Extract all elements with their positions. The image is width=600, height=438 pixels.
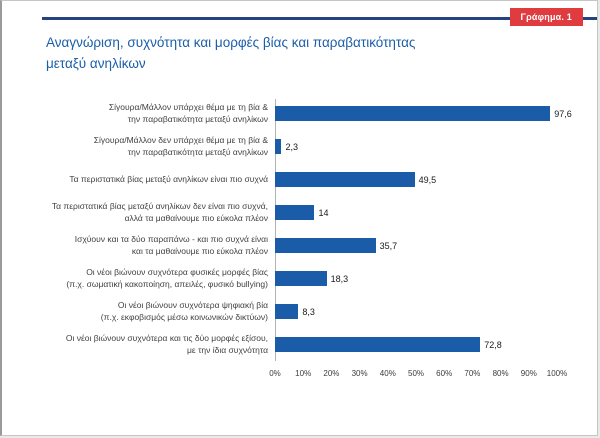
chart-row: Οι νέοι βιώνουν συχνότερα φυσικές μορφές… — [46, 262, 586, 295]
chart-row: Σίγουρα/Μάλλον υπάρχει θέμα με τη βία & … — [46, 97, 586, 130]
category-label: Οι νέοι βιώνουν συχνότερα και τις δύο μο… — [65, 333, 268, 355]
bar — [275, 106, 551, 121]
x-axis-tick: 40% — [379, 369, 396, 378]
bar — [275, 337, 481, 352]
x-axis-spacer — [46, 369, 275, 381]
bar — [275, 139, 282, 154]
bar-track: 2,3 — [275, 139, 557, 154]
x-axis-tick: 80% — [492, 369, 509, 378]
bar — [275, 271, 327, 286]
bar — [275, 304, 299, 319]
category-label: Σίγουρα/Μάλλον δεν υπάρχει θέμα με τη βί… — [93, 135, 268, 157]
x-axis-tick: 30% — [351, 369, 368, 378]
y-axis-line — [275, 99, 276, 361]
value-label: 49,5 — [418, 174, 437, 185]
chart-row: Τα περιστατικά βίας μεταξύ ανηλίκων δεν … — [46, 196, 586, 229]
category-label: Οι νέοι βιώνουν συχνότερα ψηφιακή βία (π… — [100, 300, 268, 322]
bar-track: 18,3 — [275, 271, 557, 286]
x-axis-tick: 50% — [407, 369, 425, 378]
category-label: Ισχύουν και τα δύο παραπάνω - και πιο συ… — [74, 234, 268, 256]
bar-chart: Σίγουρα/Μάλλον υπάρχει θέμα με τη βία & … — [46, 97, 586, 381]
category-label: Οι νέοι βιώνουν συχνότερα φυσικές μορφές… — [66, 267, 268, 289]
bar-track: 14 — [275, 205, 557, 220]
bar — [275, 172, 415, 187]
x-axis-tick: 100% — [546, 369, 568, 378]
value-label: 2,3 — [285, 141, 298, 152]
chart-title: Αναγνώριση, συχνότητα και μορφές βίας κα… — [46, 35, 416, 71]
value-label: 35,7 — [379, 240, 398, 251]
x-axis: 0% 10% 20% 30% 40% 50% 60% 70% 80% 90% 100% — [46, 369, 586, 381]
value-label: 97,6 — [554, 108, 572, 119]
x-axis-ticks: 0% 10% 20% 30% 40% 50% 60% 70% 80% 90% 100% — [269, 369, 567, 381]
x-axis-tick: 0% — [269, 369, 281, 378]
bar-track: 8,3 — [275, 304, 557, 319]
x-axis-tick: 90% — [520, 369, 537, 378]
top-rule-divider — [42, 17, 597, 20]
bar-track: 97,6 — [275, 106, 572, 121]
chart-row: Τα περιστατικά βίας μεταξύ ανηλίκων είνα… — [46, 163, 586, 196]
chart-row: Σίγουρα/Μάλλον δεν υπάρχει θέμα με τη βί… — [46, 130, 586, 163]
x-axis-tick: 60% — [436, 369, 453, 378]
bar-track: 72,8 — [275, 337, 557, 352]
chart-row: Οι νέοι βιώνουν συχνότερα και τις δύο μο… — [46, 328, 586, 361]
bar-track: 35,7 — [275, 238, 557, 253]
value-label: 8,3 — [302, 306, 315, 317]
chart-number-badge: Γράφημα. 1 — [509, 8, 583, 26]
chart-row: Οι νέοι βιώνουν συχνότερα ψηφιακή βία (π… — [46, 295, 586, 328]
value-label: 14 — [318, 207, 329, 218]
bar-track: 49,5 — [275, 172, 557, 187]
x-axis-tick: 20% — [323, 369, 340, 378]
bar — [275, 238, 376, 253]
bar — [275, 205, 315, 220]
value-label: 18,3 — [330, 273, 349, 284]
chart-row: Ισχύουν και τα δύο παραπάνω - και πιο συ… — [46, 229, 586, 262]
x-axis-tick: 70% — [464, 369, 481, 378]
category-label: Τα περιστατικά βίας μεταξύ ανηλίκων είνα… — [69, 173, 268, 184]
value-label: 72,8 — [484, 339, 502, 350]
category-label: Σίγουρα/Μάλλον υπάρχει θέμα με τη βία & … — [108, 102, 268, 124]
x-axis-tick: 10% — [295, 369, 312, 378]
category-label: Τα περιστατικά βίας μεταξύ ανηλίκων δεν … — [51, 201, 268, 223]
